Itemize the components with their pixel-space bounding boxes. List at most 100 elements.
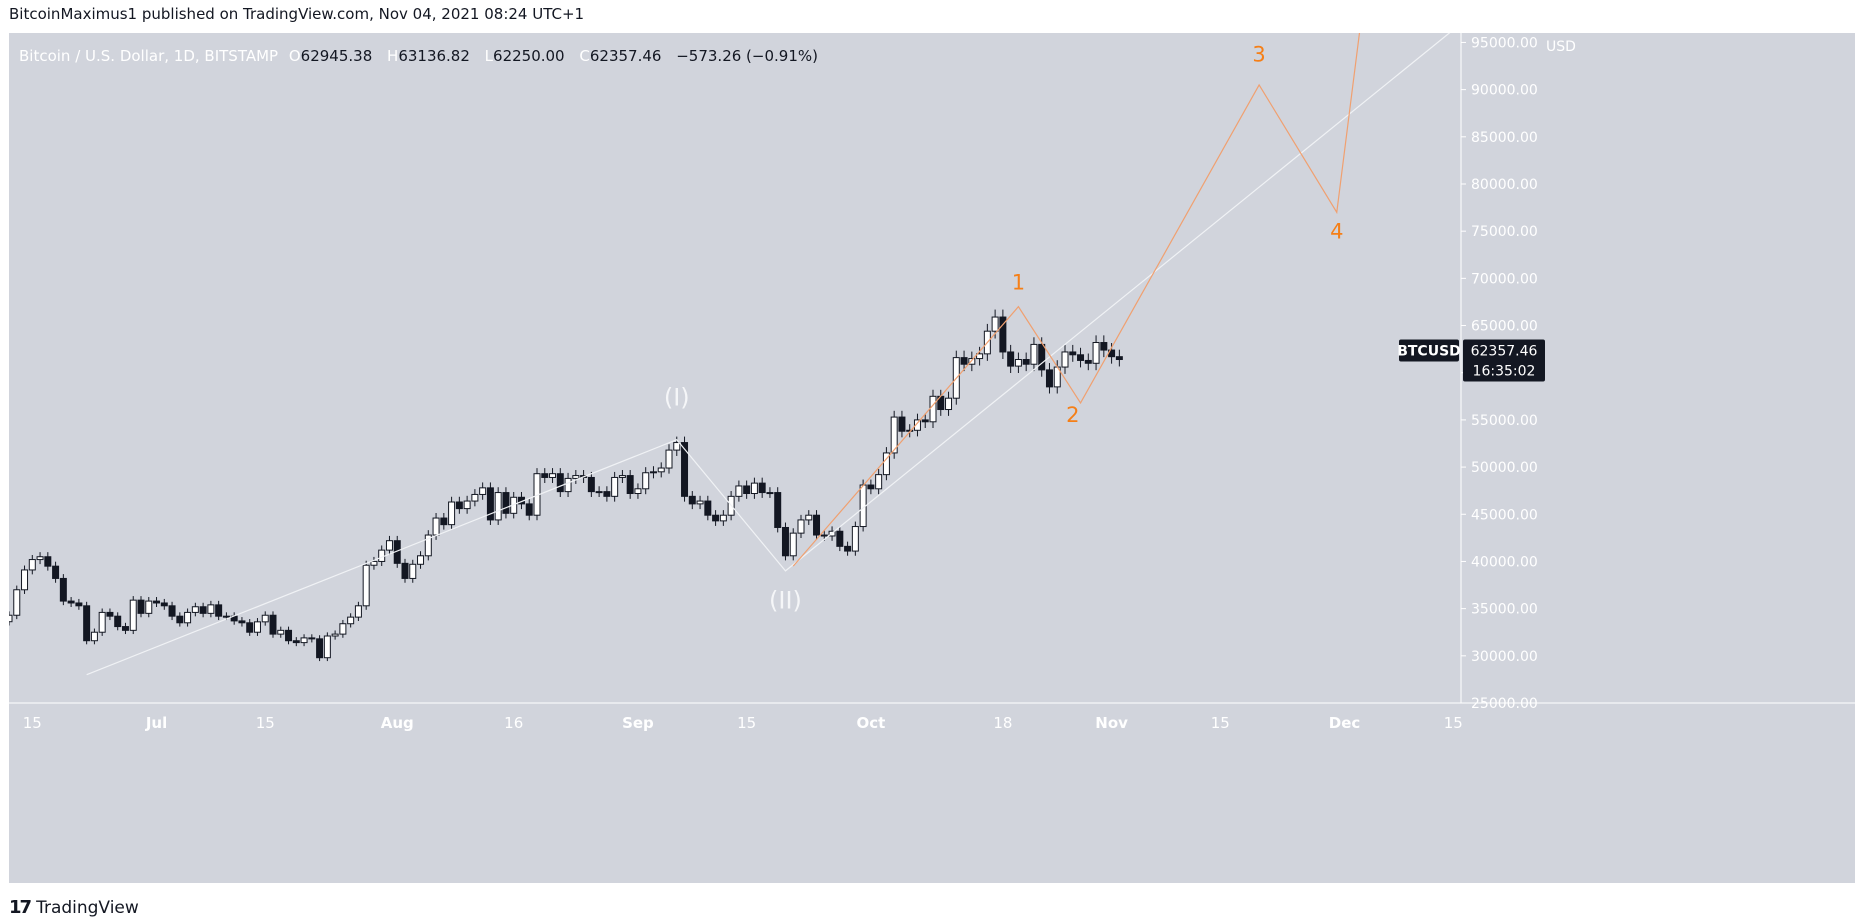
candle-body: [945, 397, 953, 411]
candle-body: [238, 620, 246, 624]
candle-body: [300, 637, 308, 644]
tradingview-logo-icon: 17: [9, 897, 32, 918]
publish-caption: BitcoinMaximus1 published on TradingView…: [9, 5, 585, 23]
candle-body: [114, 615, 122, 628]
candle-body: [316, 638, 324, 659]
axes-layer: 95000.00 90000.00 85000.00 80000.00 75000.00…: [9, 33, 1855, 732]
candles-layer: [9, 309, 1123, 662]
candle-body: [215, 604, 223, 617]
candle-body: [844, 545, 852, 552]
candle-body: [1022, 359, 1030, 365]
candle-body: [867, 484, 875, 490]
candle-body: [137, 599, 145, 614]
y-tick-label: 35000.00: [1471, 602, 1538, 618]
candle-body: [67, 600, 75, 604]
chart-area[interactable]: (I) (II) 1 2 3 4 95000.00 90000.00 85000.00 8000…: [9, 33, 1855, 883]
x-tick-label: Oct: [856, 714, 885, 732]
candle-body: [494, 492, 502, 521]
y-tick-label: 75000.00: [1471, 224, 1538, 240]
y-tick-label: 70000.00: [1471, 271, 1538, 287]
candle-body: [160, 602, 168, 607]
countdown-value: 16:35:02: [1473, 363, 1536, 379]
candle-body: [83, 605, 91, 642]
high-value: 63136.82: [398, 47, 470, 65]
candle-body: [129, 599, 137, 631]
candle-body: [774, 492, 782, 528]
candle-body: [851, 526, 859, 552]
wave-label: (II): [769, 587, 802, 615]
candle-body: [106, 611, 114, 617]
candle-body: [626, 475, 634, 495]
y-tick-label: 80000.00: [1471, 177, 1538, 193]
candle-body: [52, 565, 60, 579]
candle-body: [448, 501, 456, 526]
orange-wave-line: [792, 33, 1361, 567]
candle-body: [261, 614, 269, 623]
wave-label: 3: [1252, 42, 1265, 66]
candle-body: [766, 492, 774, 495]
candle-body: [758, 482, 766, 494]
wave-label: 1: [1012, 271, 1025, 295]
x-tick-label: 15: [256, 714, 275, 732]
high-label: H: [387, 47, 399, 65]
y-tick-label: 55000.00: [1471, 413, 1538, 429]
candle-body: [673, 442, 681, 451]
candle-body: [587, 476, 595, 493]
candle-body: [28, 559, 36, 571]
x-tick-label: 15: [23, 714, 42, 732]
candle-body: [1069, 351, 1077, 356]
brand-label: TradingView: [36, 897, 139, 918]
wave-label: 2: [1066, 403, 1079, 427]
candle-body: [455, 501, 463, 510]
low-label: L: [484, 47, 494, 65]
price-chart[interactable]: (I) (II) 1 2 3 4 95000.00 90000.00 85000.00 8000…: [9, 33, 1855, 883]
wave-label: (I): [664, 384, 690, 412]
candle-body: [207, 604, 215, 614]
candle-body: [308, 637, 316, 640]
open-value: 62945.38: [300, 47, 373, 65]
candle-body: [153, 600, 161, 604]
candle-body: [191, 606, 199, 613]
candle-body: [347, 616, 355, 625]
x-tick-label: Aug: [381, 714, 414, 732]
candle-body: [735, 485, 743, 497]
ticker-tag-bg: [1399, 339, 1459, 362]
candle-body: [199, 606, 207, 614]
candle-body: [1100, 342, 1108, 351]
candle-body: [292, 640, 300, 644]
symbol-label: Bitcoin / U.S. Dollar, 1D, BITSTAMP: [19, 47, 279, 65]
price-tag: BTCUSD 62357.46 16:35:02: [1397, 339, 1545, 382]
white-wave-line: [86, 33, 1451, 676]
candle-body: [875, 474, 883, 490]
candle-body: [681, 442, 689, 497]
x-tick-label: Nov: [1095, 714, 1128, 732]
candle-body: [696, 500, 704, 505]
candle-body: [781, 526, 789, 557]
x-tick-label: 15: [1211, 714, 1230, 732]
candle-body: [184, 611, 192, 624]
candle-body: [991, 316, 999, 332]
candle-body: [1092, 342, 1100, 364]
ohlc-legend: Bitcoin / U.S. Dollar, 1D, BITSTAMP O629…: [19, 47, 828, 65]
candle-body: [1007, 351, 1015, 367]
candle-body: [75, 602, 83, 607]
x-tick-label: Sep: [622, 714, 654, 732]
candle-body: [277, 629, 285, 635]
tradingview-footer[interactable]: 17 TradingView: [9, 897, 139, 918]
candle-body: [1115, 356, 1123, 361]
candle-body: [222, 615, 230, 618]
candle-body: [1077, 354, 1085, 361]
y-tick-label: 25000.00: [1471, 696, 1538, 712]
candle-body: [649, 471, 657, 474]
candle-body: [176, 615, 184, 624]
x-tick-label: Dec: [1329, 714, 1361, 732]
candle-body: [145, 600, 153, 614]
candle-body: [665, 449, 673, 469]
x-tick-label: 15: [737, 714, 756, 732]
price-tag-value: 62357.46: [1471, 343, 1538, 359]
candle-body: [913, 419, 921, 431]
candle-body: [1030, 343, 1038, 365]
candle-body: [285, 629, 293, 642]
candle-body: [486, 487, 494, 521]
candle-body: [432, 517, 440, 536]
